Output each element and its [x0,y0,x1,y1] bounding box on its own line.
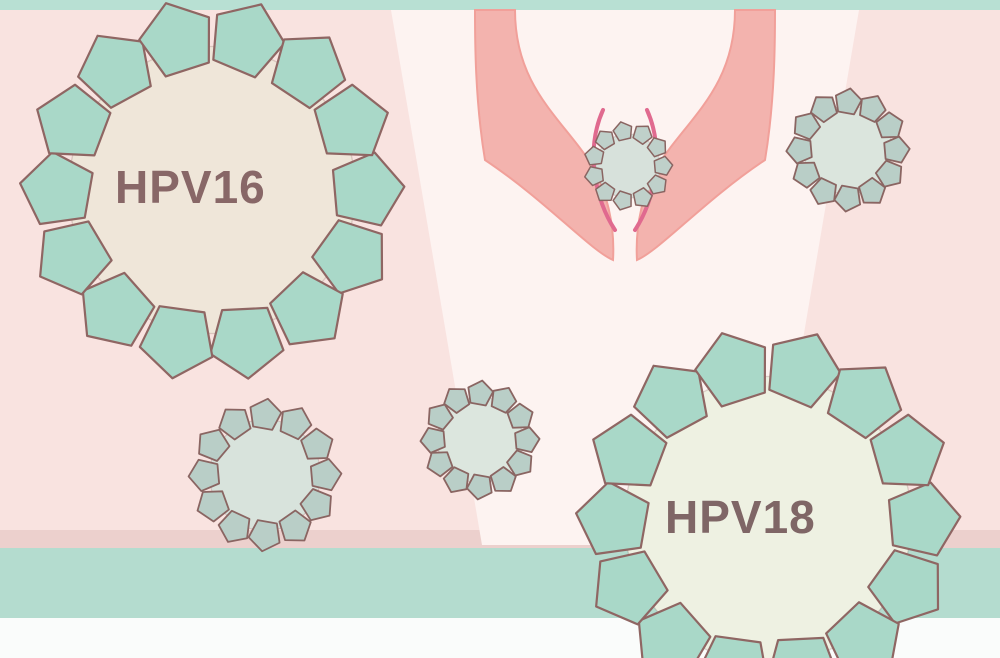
diagram-stage: HPV16 HPV18 [0,0,1000,658]
virus-small3 [761,63,935,237]
label-hpv18: HPV18 [665,490,816,544]
virus-center_small [564,102,692,230]
virus-small2 [396,356,564,524]
virus-small1 [159,369,371,581]
label-hpv16: HPV16 [115,160,266,214]
virus-hpv18 [512,264,1000,658]
